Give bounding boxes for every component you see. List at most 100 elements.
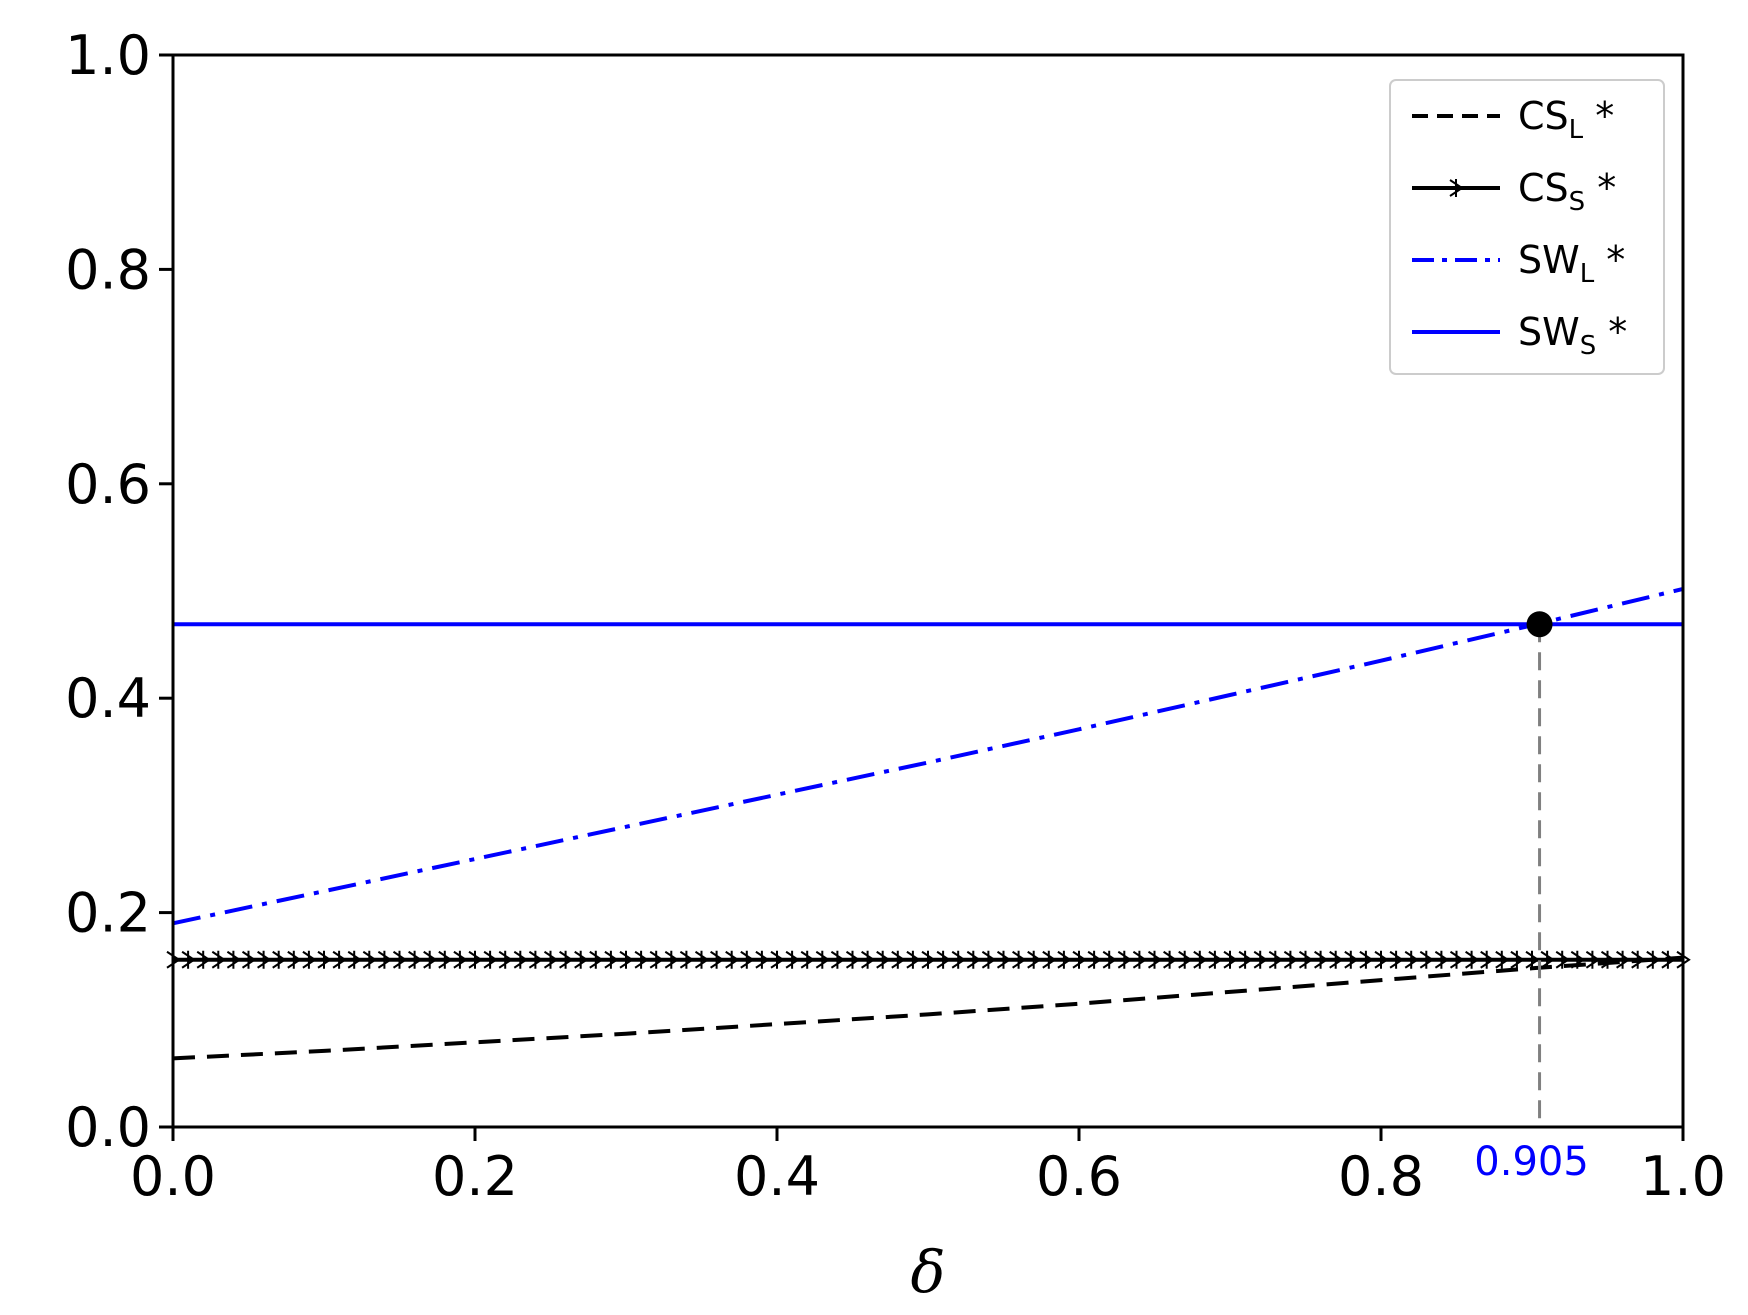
series-marker — [211, 950, 227, 969]
series-marker — [257, 950, 272, 969]
series-marker — [740, 950, 755, 969]
legend-swatch-marker — [1449, 179, 1464, 197]
series-marker — [498, 950, 514, 969]
series-marker — [1057, 950, 1072, 969]
series-marker — [906, 950, 921, 969]
series-marker — [528, 950, 544, 969]
y-tick-label: 0.6 — [65, 453, 151, 516]
series-marker — [725, 950, 740, 969]
series-marker — [1193, 950, 1208, 969]
series-marker — [679, 950, 695, 969]
series-marker — [468, 950, 483, 969]
series-marker — [453, 950, 468, 969]
series-marker — [1555, 950, 1571, 969]
series-marker — [710, 950, 725, 969]
series-marker — [1329, 950, 1344, 969]
series-marker — [1238, 950, 1253, 969]
series-marker — [815, 950, 831, 969]
legend-label-sw-s: SWS * — [1518, 310, 1627, 361]
y-tick-label: 0.8 — [65, 238, 151, 301]
series-marker — [1389, 950, 1404, 969]
series-marker — [634, 950, 649, 969]
series-marker — [377, 950, 393, 969]
series-marker — [196, 950, 212, 969]
series-marker — [1465, 950, 1480, 969]
series-markers-cs-s — [166, 950, 1691, 969]
series-marker — [1268, 950, 1284, 969]
x-tick-label: 0.0 — [130, 1145, 216, 1208]
intersection-label: 0.905 — [1474, 1139, 1589, 1185]
series-marker — [785, 950, 800, 969]
series-marker — [1510, 950, 1525, 969]
y-tick-label: 0.0 — [65, 1096, 151, 1159]
series-marker — [996, 950, 1012, 969]
series-marker — [1163, 950, 1178, 969]
series-marker — [936, 950, 951, 969]
y-tick-label: 0.2 — [65, 882, 151, 945]
series-marker — [966, 950, 982, 969]
series-marker — [1404, 950, 1420, 969]
intersection-group: 0.905 — [1474, 611, 1589, 1185]
y-tick-label: 1.0 — [65, 24, 151, 87]
series-marker — [574, 950, 589, 969]
series-marker — [543, 950, 559, 969]
series-marker — [604, 950, 619, 969]
legend: CSL * CSS * SWL * SWS * — [1389, 79, 1665, 375]
series-marker — [392, 950, 408, 969]
x-tick-label: 0.6 — [1036, 1145, 1122, 1208]
series-marker — [272, 950, 287, 969]
series-marker — [559, 950, 574, 969]
series-marker — [1570, 950, 1586, 969]
series-marker — [1359, 950, 1374, 969]
series-marker — [1117, 950, 1133, 969]
series-marker — [287, 950, 302, 969]
series-marker — [981, 950, 997, 969]
x-tick-label: 1.0 — [1640, 1145, 1726, 1208]
series-marker — [1283, 950, 1299, 969]
series-line-sw-l — [172, 586, 1684, 926]
plot-lines — [166, 586, 1691, 1061]
series-marker — [1132, 950, 1148, 969]
series-marker — [483, 950, 498, 969]
series-marker — [1525, 950, 1540, 969]
series-marker — [1102, 950, 1118, 969]
x-axis-label: δ — [911, 1238, 946, 1306]
series-marker — [408, 950, 423, 969]
series-marker — [513, 950, 529, 969]
ticks: 0.0 0.2 0.4 0.6 0.8 1.0 0.0 0.2 0.4 0.6 0.8 1.0 — [65, 24, 1726, 1208]
series-marker — [1042, 950, 1057, 969]
series-marker — [347, 950, 363, 969]
series-marker — [664, 950, 680, 969]
x-tick-label: 0.8 — [1338, 1145, 1424, 1208]
series-marker — [1449, 950, 1465, 969]
series-marker — [1223, 950, 1238, 969]
series-marker — [1027, 950, 1042, 969]
series-marker — [317, 950, 332, 969]
x-tick-label: 0.2 — [432, 1145, 518, 1208]
series-line-cs-l — [172, 955, 1684, 1061]
series-marker — [226, 950, 242, 969]
series-marker — [845, 950, 861, 969]
x-tick-label: 0.4 — [734, 1145, 820, 1208]
series-marker — [770, 950, 785, 969]
series-marker — [332, 950, 347, 969]
series-marker — [1616, 950, 1631, 969]
series-marker — [800, 950, 816, 969]
series-marker — [876, 950, 891, 969]
intersection-point — [1526, 611, 1553, 638]
series-marker — [1178, 950, 1193, 969]
series-marker — [830, 950, 846, 969]
series-marker — [1072, 950, 1087, 969]
series-marker — [694, 950, 710, 969]
series-marker — [1646, 950, 1661, 969]
series-marker — [423, 950, 438, 969]
axes-frame — [171, 53, 1685, 1129]
series-marker — [1012, 950, 1027, 969]
series-marker — [1600, 950, 1616, 969]
series-marker — [619, 950, 634, 969]
series-marker — [1540, 950, 1555, 969]
series-marker — [921, 950, 936, 969]
series-marker — [861, 950, 876, 969]
series-marker — [1298, 950, 1314, 969]
